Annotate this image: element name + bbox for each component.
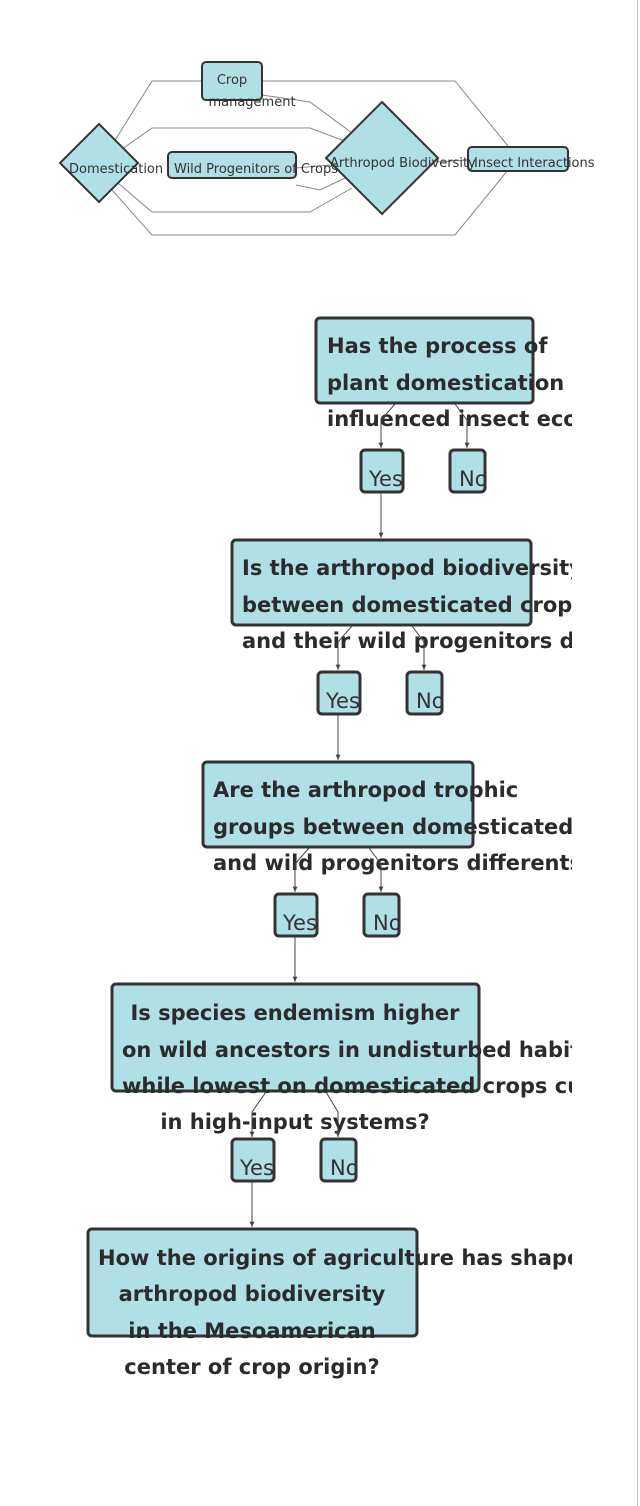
node-domestication <box>58 122 140 204</box>
question-2-line-1: Is the arthropod biodiversity <box>242 556 583 580</box>
edge-q2-no <box>411 625 427 670</box>
edge-domestication-crop-management <box>111 80 202 146</box>
edge-q3-yes <box>292 847 310 892</box>
node-arthropod-biodiversity <box>324 100 440 216</box>
crop-management-label-line-2: management <box>208 95 295 110</box>
no-label-2: No <box>416 689 445 713</box>
question-1-line-3: influenced insect ecology? <box>327 407 640 431</box>
yes-box-1 <box>359 448 405 494</box>
question-1-line-1: Has the process of <box>327 334 548 358</box>
question-3-line-3: and wild progenitors differents? <box>213 851 594 875</box>
edge-q2-yes <box>335 625 353 670</box>
edge-q1-no <box>454 403 470 448</box>
node-insect-interactions <box>467 146 569 172</box>
edge-q4-no <box>325 1091 341 1137</box>
yes-box-2 <box>316 670 362 716</box>
question-5-line-4: center of crop origin? <box>124 1355 379 1379</box>
question-5-line-3: in the Mesoamerican <box>128 1319 376 1343</box>
domestication-label: Domestication <box>69 162 163 177</box>
no-label-1: No <box>459 467 488 491</box>
question-1-line-2: plant domestication <box>327 371 564 395</box>
flowchart: Has the process of plant domestication i… <box>86 316 640 1379</box>
yes-label-1: Yes <box>368 467 403 491</box>
yes-label-4: Yes <box>239 1156 274 1180</box>
concept-map: Crop management Domestication Wild Proge… <box>58 61 595 236</box>
yes-label-2: Yes <box>325 689 360 713</box>
question-box-1 <box>314 316 535 405</box>
question-box-2 <box>230 538 533 627</box>
no-box-2 <box>405 670 444 716</box>
question-4-line-3: while lowest on domesticated crops culti… <box>122 1074 640 1098</box>
edge-wild-arthropod-extra <box>295 177 346 191</box>
no-box-1 <box>448 448 487 494</box>
edge-crop-management-insect-interactions <box>262 80 509 147</box>
question-5-line-1: How the origins of agriculture has shape… <box>98 1246 596 1270</box>
question-box-4 <box>110 982 481 1093</box>
no-label-4: No <box>330 1156 359 1180</box>
edge-domestication-arthropod-upper <box>117 127 351 153</box>
yes-box-4 <box>230 1137 276 1183</box>
question-4-line-1: Is species endemism higher <box>130 1001 460 1025</box>
edge-q1-yes <box>378 403 396 448</box>
question-4-line-2: on wild ancestors in undisturbed habitat… <box>122 1038 617 1062</box>
crop-management-label-line-1: Crop <box>217 73 247 88</box>
question-3-line-2: groups between domesticated crops <box>213 815 640 839</box>
insect-interactions-label: Insect Interactions <box>474 156 595 171</box>
question-2-line-3: and their wild progenitors different? <box>242 629 640 653</box>
question-3-line-1: Are the arthropod trophic <box>213 778 518 802</box>
arthropod-biodiversity-label: Arthropod Biodiversity <box>330 156 476 171</box>
question-box-3 <box>201 760 475 849</box>
node-crop-management <box>201 61 263 101</box>
right-divider <box>637 0 638 1506</box>
edge-domestication-arthropod-lower <box>117 182 353 213</box>
edge-wild-progenitors-arthropod <box>295 164 331 169</box>
edge-crop-management-arthropod <box>261 94 353 134</box>
question-5-line-2: arthropod biodiversity <box>119 1282 386 1306</box>
edge-domestication-insect-interactions <box>111 169 509 236</box>
node-wild-progenitors <box>167 151 297 179</box>
edge-q4-yes <box>249 1091 267 1137</box>
no-label-3: No <box>373 911 402 935</box>
no-box-3 <box>362 892 401 938</box>
edge-arthropod-insect-interactions <box>435 159 469 163</box>
yes-box-3 <box>273 892 319 938</box>
wild-progenitors-label: Wild Progenitors of Crops <box>174 162 338 177</box>
question-2-line-2: between domesticated crops <box>242 593 585 617</box>
question-4-line-4: in high-input systems? <box>160 1110 429 1134</box>
no-box-4 <box>319 1137 358 1183</box>
edge-q3-no <box>368 847 384 892</box>
yes-label-3: Yes <box>282 911 317 935</box>
question-box-5 <box>86 1227 419 1338</box>
